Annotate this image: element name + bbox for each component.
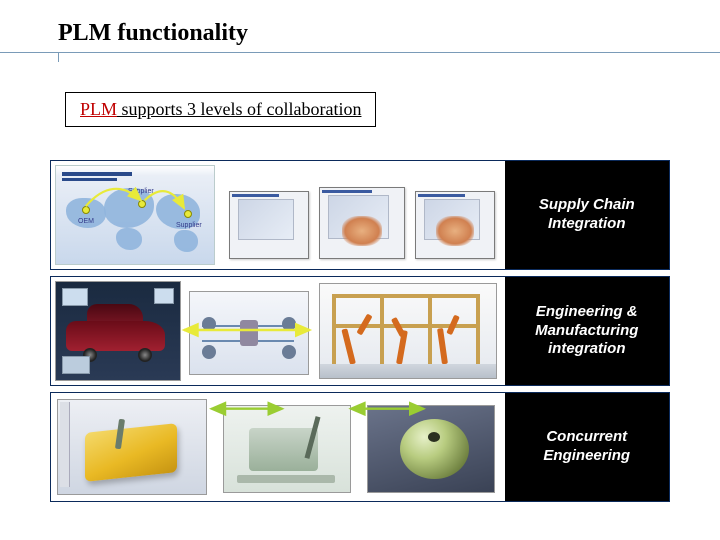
chassis-panel <box>189 291 309 375</box>
row-concurrent-label: Concurrent Engineering <box>505 393 670 501</box>
map-label-oem: OEM <box>78 218 94 225</box>
row-label-text: Concurrent Engineering <box>543 428 630 466</box>
map-label-supplier1: Supplier <box>128 188 154 195</box>
page-title-block: PLM functionality <box>58 20 658 47</box>
screenshot-thumb <box>229 191 309 259</box>
cad-panel-2 <box>223 405 351 493</box>
map-node-icon <box>138 200 146 208</box>
subtitle-box: PLM supports 3 levels of collaboration <box>65 92 376 127</box>
row-concurrent: Concurrent Engineering <box>50 392 670 502</box>
row-label-text: Engineering & Manufacturing integration <box>535 303 638 359</box>
cad-panel-1 <box>57 399 207 495</box>
map-node-icon <box>184 210 192 218</box>
collaboration-rows: OEM Supplier Supplier <box>50 160 670 502</box>
row-label-text: Supply Chain Integration <box>539 196 635 234</box>
screenshot-thumb <box>319 187 405 259</box>
row-supply-chain-graphic: OEM Supplier Supplier <box>51 161 505 269</box>
row-eng-mfg-graphic <box>51 277 505 385</box>
cad-panel-3 <box>367 405 495 493</box>
page-title: PLM functionality <box>58 20 248 46</box>
title-underline <box>0 52 720 53</box>
map-node-icon <box>82 206 90 214</box>
screenshot-thumb <box>415 191 495 259</box>
row-eng-mfg: Engineering & Manufacturing integration <box>50 276 670 386</box>
map-label-supplier2: Supplier <box>176 222 202 229</box>
world-map: OEM Supplier Supplier <box>55 165 215 265</box>
row-supply-chain-label: Supply Chain Integration <box>505 161 670 269</box>
factory-panel <box>319 283 497 379</box>
subtitle-rest: supports 3 levels of collaboration <box>117 99 361 119</box>
title-tick <box>58 52 59 62</box>
row-supply-chain: OEM Supplier Supplier <box>50 160 670 270</box>
car-design-panel <box>55 281 181 381</box>
row-concurrent-graphic <box>51 393 505 501</box>
row-eng-mfg-label: Engineering & Manufacturing integration <box>505 277 670 385</box>
subtitle-plm: PLM <box>80 99 117 119</box>
